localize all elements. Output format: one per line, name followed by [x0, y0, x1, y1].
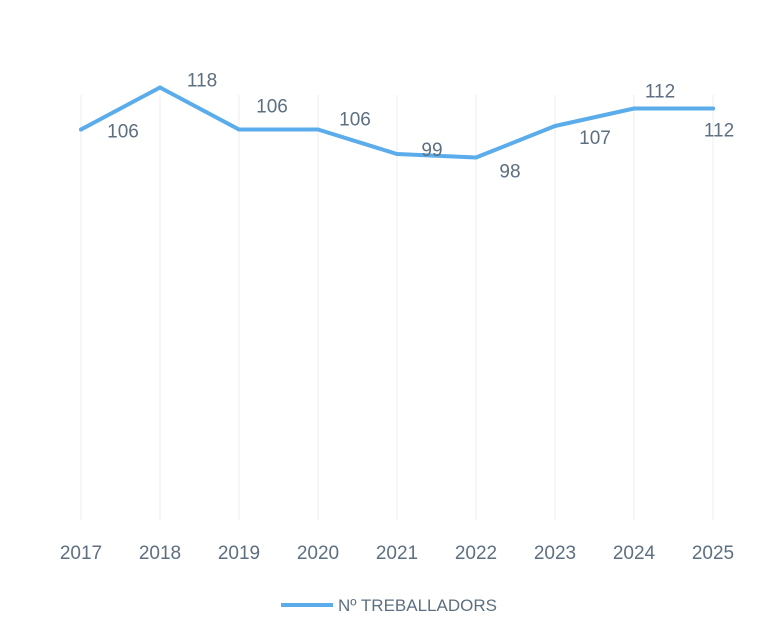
x-tick-label-2017: 2017	[60, 543, 102, 564]
data-labels: 106 118 106 106 99 98 107 112 112	[107, 71, 734, 183]
data-point-2017	[79, 127, 83, 132]
legend: Nº TREBALLADORS	[281, 596, 497, 615]
x-tick-label-2025: 2025	[692, 543, 734, 564]
x-tick-label-2021: 2021	[376, 543, 418, 564]
x-tick-label-2020: 2020	[297, 543, 339, 564]
data-label-2023: 107	[579, 128, 611, 149]
data-point-2025	[711, 106, 715, 111]
x-tick-label-2024: 2024	[613, 543, 656, 564]
grid-lines	[80, 95, 714, 520]
data-label-2017: 106	[107, 122, 139, 143]
data-label-2022: 98	[499, 162, 520, 183]
data-label-2025: 112	[704, 121, 734, 142]
data-point-2024	[632, 106, 636, 111]
data-label-2024: 112	[645, 82, 675, 103]
x-tick-label-2019: 2019	[218, 543, 260, 564]
x-tick-label-2018: 2018	[139, 543, 181, 564]
data-label-2019: 106	[256, 97, 288, 118]
data-point-2023	[553, 124, 557, 128]
data-label-2018: 118	[187, 71, 217, 92]
x-tick-label-2022: 2022	[455, 543, 497, 564]
data-label-2021: 99	[421, 140, 442, 161]
data-point-2021	[395, 152, 399, 156]
data-point-2018	[158, 85, 162, 90]
x-tick-label-2023: 2023	[534, 543, 576, 564]
data-point-2020	[316, 127, 320, 132]
legend-label: Nº TREBALLADORS	[338, 596, 497, 615]
x-axis: 2017 2018 2019 2020 2021 2022 2023 2024 2025	[60, 543, 734, 564]
data-point-2019	[237, 127, 241, 132]
data-point-2022	[474, 155, 478, 160]
data-label-2020: 106	[339, 110, 371, 131]
series-line-layer	[79, 85, 715, 160]
